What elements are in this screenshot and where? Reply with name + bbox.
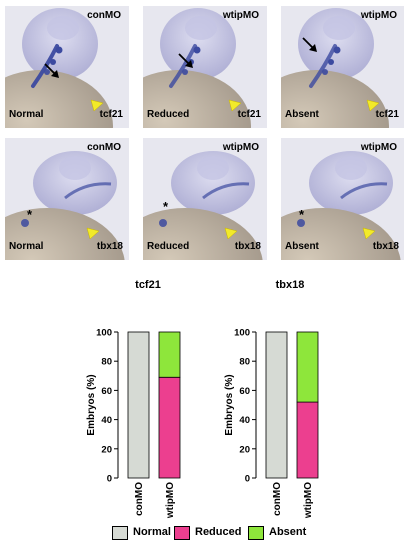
x-tick-label: wtipMO — [303, 482, 314, 519]
y-tick-label: 60 — [101, 386, 112, 397]
y-tick-label: 40 — [101, 415, 112, 426]
micrograph-panel: * wtipMO Absent tbx18 — [281, 138, 404, 260]
panel-marker-label: tcf21 — [375, 109, 399, 120]
x-tick-label: conMO — [272, 482, 283, 516]
chart-1: tbx18 Embryos (%) 0 20 40 60 80 100 conMO wtipMO — [224, 279, 319, 519]
y-tick-label: 60 — [239, 386, 250, 397]
star-marker: * — [27, 207, 33, 222]
panel-phenotype-label: Normal — [9, 241, 44, 252]
star-marker: * — [163, 199, 169, 214]
panel-condition-label: wtipMO — [360, 10, 397, 21]
legend-label-reduced: Reduced — [195, 526, 242, 538]
x-tick-label: conMO — [134, 482, 145, 516]
y-tick-label: 100 — [234, 328, 250, 339]
black-arrow-icon — [178, 53, 193, 68]
bar-conmo-normal — [265, 331, 288, 479]
black-arrow-icon — [44, 63, 59, 78]
yellow-arrowhead-icon — [86, 227, 100, 240]
y-axis-label: Embryos (%) — [86, 374, 97, 435]
y-axis-label: Embryos (%) — [224, 374, 235, 435]
bar-conmo-normal — [127, 331, 150, 479]
x-tick-label: wtipMO — [165, 482, 176, 519]
star-marker: * — [299, 207, 305, 222]
panel-marker-label: tcf21 — [99, 109, 123, 120]
panel-condition-label: wtipMO — [222, 10, 259, 21]
y-tick-label: 40 — [239, 415, 250, 426]
panel-marker-label: tbx18 — [96, 241, 123, 252]
legend-label-absent: Absent — [269, 526, 307, 538]
micrograph-panel: * conMO Normal tbx18 — [5, 138, 129, 260]
micrograph-panel: wtipMO Absent tcf21 — [281, 6, 404, 128]
y-tick-label: 80 — [239, 357, 250, 368]
bar-wtipmo-reduced — [296, 401, 319, 479]
y-tick-label: 20 — [239, 444, 250, 455]
legend-swatch-absent — [248, 526, 264, 540]
yellow-arrowhead-icon — [228, 99, 242, 112]
bar-wtipmo-absent — [158, 331, 181, 378]
panel-phenotype-label: Reduced — [147, 241, 190, 252]
chart-0: tcf21 Embryos (%) 0 20 40 60 80 100 conMO wtipMO — [86, 279, 181, 519]
yellow-arrowhead-icon — [366, 99, 380, 112]
panel-condition-label: wtipMO — [222, 142, 259, 153]
legend-swatch-normal — [112, 526, 128, 540]
yellow-arrowhead-icon — [224, 227, 238, 240]
bar-wtipmo-reduced — [158, 376, 181, 479]
yellow-arrowhead-icon — [362, 227, 376, 240]
panel-phenotype-label: Absent — [285, 241, 319, 252]
panel-condition-label: conMO — [87, 142, 121, 153]
y-tick-label: 0 — [245, 474, 250, 485]
yellow-arrowhead-icon — [90, 99, 104, 112]
panel-condition-label: wtipMO — [360, 142, 397, 153]
micrograph-panel: * wtipMO Reduced tbx18 — [143, 138, 267, 260]
panel-phenotype-label: Normal — [9, 109, 44, 120]
legend-label-normal: Normal — [133, 526, 171, 538]
panel-marker-label: tbx18 — [372, 241, 399, 252]
y-tick-label: 20 — [101, 444, 112, 455]
y-tick-label: 80 — [101, 357, 112, 368]
panel-phenotype-label: Reduced — [147, 109, 190, 120]
panel-marker-label: tbx18 — [234, 241, 261, 252]
chart-title: tbx18 — [276, 279, 305, 291]
panel-phenotype-label: Absent — [285, 109, 319, 120]
black-arrow-icon — [302, 37, 317, 52]
micrograph-panel: wtipMO Reduced tcf21 — [143, 6, 267, 128]
panel-condition-label: conMO — [87, 10, 121, 21]
y-tick-label: 100 — [96, 328, 112, 339]
bar-wtipmo-absent — [296, 331, 319, 403]
chart-title: tcf21 — [135, 279, 161, 291]
panel-marker-label: tcf21 — [237, 109, 261, 120]
micrograph-panel: conMO Normal tcf21 — [5, 6, 129, 128]
legend-swatch-reduced — [174, 526, 190, 540]
y-tick-label: 0 — [107, 474, 112, 485]
